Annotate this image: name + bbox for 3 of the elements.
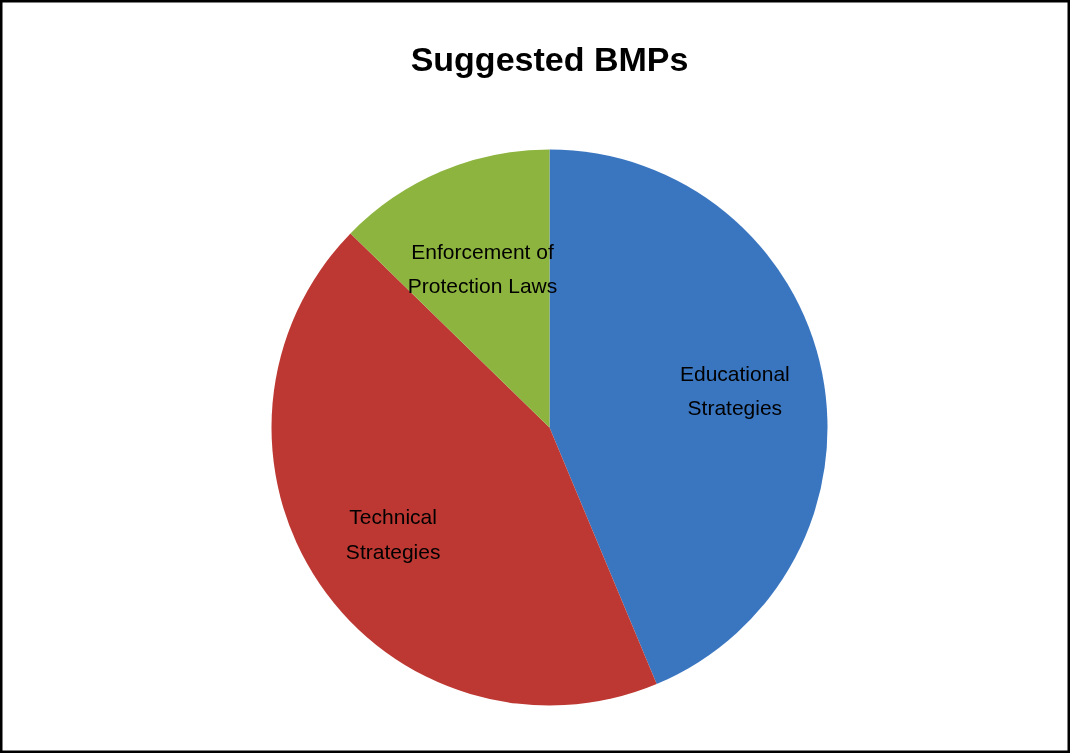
chart-title: Suggested BMPs [410, 39, 689, 78]
slice-label: Technical Strategies [345, 505, 441, 563]
slice-label: Educational Strategies [679, 361, 790, 420]
